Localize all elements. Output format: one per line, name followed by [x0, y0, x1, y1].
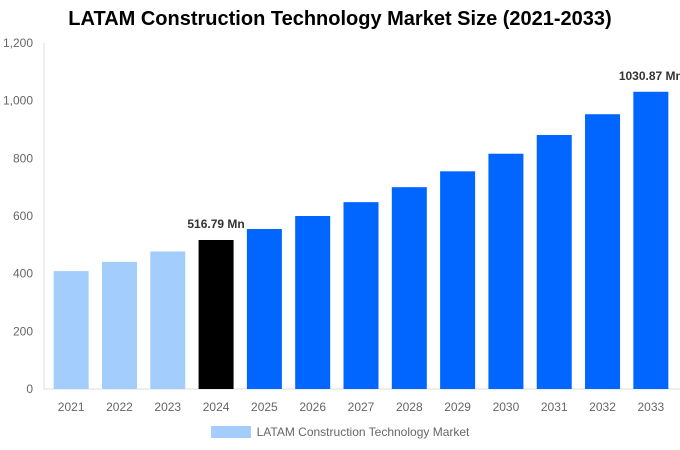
chart-title: LATAM Construction Technology Market Siz… — [68, 8, 612, 30]
bar-2025[interactable] — [246, 228, 282, 389]
x-tick-label: 2027 — [348, 400, 375, 414]
y-tick-label: 600 — [13, 209, 33, 223]
data-label: 1030.87 Mn — [619, 69, 680, 83]
x-tick-label: 2031 — [541, 400, 568, 414]
x-tick-label: 2026 — [299, 400, 326, 414]
bar-2029[interactable] — [440, 171, 476, 389]
x-tick-label: 2032 — [589, 400, 616, 414]
y-tick-label: 1,200 — [3, 36, 33, 50]
bar-2021[interactable] — [53, 271, 89, 389]
x-tick-label: 2030 — [493, 400, 520, 414]
legend-label: LATAM Construction Technology Market — [256, 425, 470, 439]
bar-2026[interactable] — [295, 216, 331, 389]
y-tick-label: 0 — [26, 382, 33, 396]
x-tick-label: 2024 — [203, 400, 230, 414]
x-tick-label: 2033 — [637, 400, 664, 414]
bar-2027[interactable] — [343, 202, 379, 389]
data-label: 516.79 Mn — [187, 217, 244, 231]
x-tick-label: 2028 — [396, 400, 423, 414]
y-tick-label: 400 — [13, 267, 33, 281]
bar-2022[interactable] — [101, 261, 137, 389]
y-tick-label: 1,000 — [3, 94, 33, 108]
legend-swatch — [210, 426, 251, 438]
y-tick-label: 200 — [13, 324, 33, 338]
x-tick-label: 2021 — [58, 400, 85, 414]
legend: LATAM Construction Technology Market — [0, 425, 680, 439]
bar-2024[interactable] — [198, 239, 234, 389]
bar-2030[interactable] — [488, 153, 524, 389]
bar-2032[interactable] — [585, 114, 621, 390]
bar-2033[interactable] — [633, 91, 669, 390]
x-tick-label: 2023 — [154, 400, 181, 414]
bar-2031[interactable] — [536, 134, 572, 389]
x-tick-label: 2029 — [444, 400, 471, 414]
bar-2023[interactable] — [150, 251, 186, 389]
x-tick-label: 2022 — [106, 400, 133, 414]
y-tick-label: 800 — [13, 151, 33, 165]
bar-chart: 0 200 400 600 800 1,000 1,200 2021 2022 2023 2024 5… — [3, 36, 680, 414]
bar-2028[interactable] — [391, 187, 427, 389]
x-tick-label: 2025 — [251, 400, 278, 414]
